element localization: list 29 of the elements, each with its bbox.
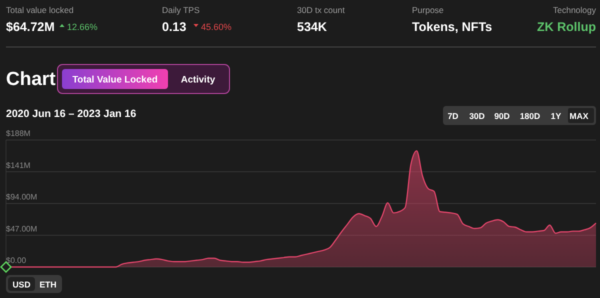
- chart-title: Chart: [6, 69, 56, 90]
- text: 12.66%: [67, 22, 98, 32]
- y-tick-label: $188M: [6, 129, 31, 138]
- text: 7D: [448, 111, 458, 121]
- text: Total value locked: [6, 5, 74, 15]
- text: Tokens, NFTs: [412, 20, 492, 34]
- y-tick-label: $141M: [6, 160, 31, 170]
- text: Daily TPS: [162, 5, 200, 15]
- text: MAX: [570, 111, 589, 121]
- text: ETH: [40, 280, 56, 290]
- text: USD: [12, 280, 30, 290]
- y-tick-label: $94.00M: [6, 192, 38, 202]
- y-tick-label: $47.00M: [6, 224, 38, 234]
- y-tick-label: $0.00: [6, 256, 27, 265]
- text: $64.72M: [6, 20, 55, 34]
- text: Purpose: [412, 5, 444, 15]
- text: 30D: [469, 111, 485, 121]
- text: Technology: [552, 5, 597, 15]
- text: ZK Rollup: [536, 20, 596, 34]
- text: 30D tx count: [297, 5, 346, 15]
- text: 1Y: [550, 111, 562, 121]
- text: Activity: [180, 74, 216, 86]
- text: 90D: [494, 111, 510, 121]
- text: 45.60%: [201, 22, 232, 32]
- chart-subtitle: 2020 Jun 16 – 2023 Jan 16: [6, 108, 136, 120]
- text: 534K: [297, 20, 327, 34]
- text: 0.13: [162, 20, 186, 34]
- text: 180D: [520, 111, 540, 121]
- text: Total Value Locked: [72, 74, 158, 86]
